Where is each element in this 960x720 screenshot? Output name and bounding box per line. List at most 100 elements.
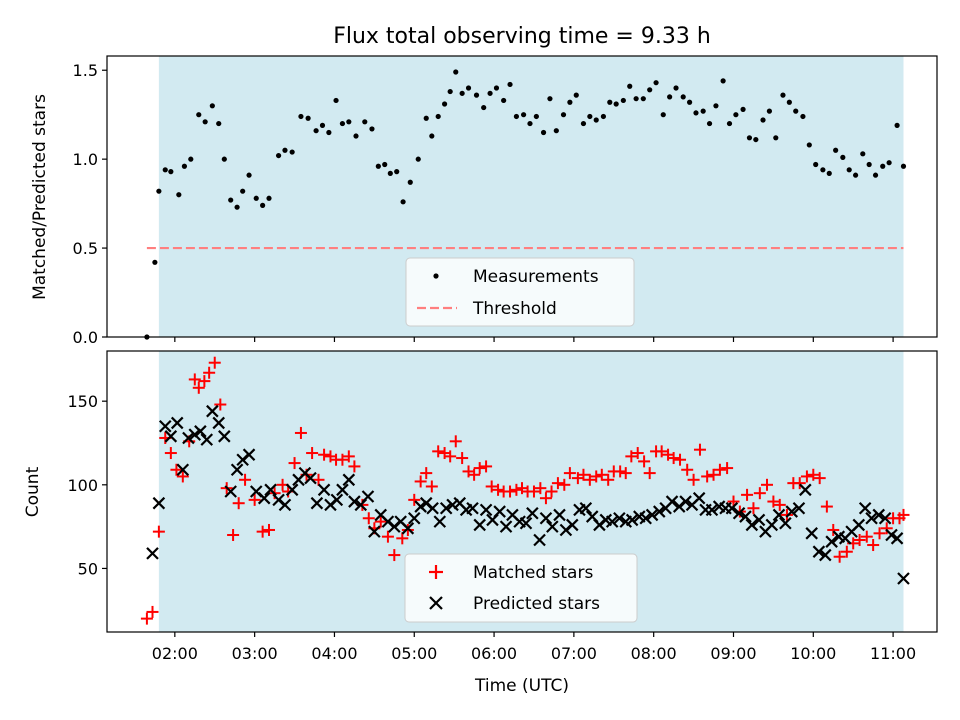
measurement-point xyxy=(640,96,646,102)
predicted-star-point xyxy=(519,517,533,530)
matched-star-point xyxy=(456,452,469,465)
matched-star-point xyxy=(693,443,706,456)
predicted-star-point xyxy=(194,425,207,438)
x-tick-label: 08:00 xyxy=(631,644,677,663)
matched-star-point xyxy=(741,488,754,501)
matched-star-point xyxy=(563,467,576,480)
matched-star-point xyxy=(473,462,486,475)
measurement-point xyxy=(168,169,174,175)
measurement-point xyxy=(786,99,792,105)
measurement-point xyxy=(567,99,573,105)
predicted-star-point xyxy=(342,473,356,487)
predicted-star-point xyxy=(858,501,872,515)
measurement-point xyxy=(234,204,240,210)
measurement-point xyxy=(387,170,393,176)
matched-star-point xyxy=(880,522,893,535)
measurement-point xyxy=(527,120,533,127)
matched-star-point xyxy=(853,534,866,547)
matched-star-point xyxy=(203,366,216,379)
predicted-star-point xyxy=(566,518,579,532)
predicted-star-point xyxy=(264,483,277,497)
measurement-point xyxy=(353,133,359,139)
predicted-star-point xyxy=(692,491,706,505)
measurement-point xyxy=(520,112,527,118)
measurement-point xyxy=(253,195,259,201)
matched-stars-points xyxy=(140,356,910,625)
matched-star-point xyxy=(256,525,269,538)
matched-star-point xyxy=(208,356,221,369)
measurement-point xyxy=(313,128,319,134)
measurement-point xyxy=(720,78,726,84)
measurement-point xyxy=(447,88,453,95)
measurement-point xyxy=(481,104,487,111)
measurement-point xyxy=(513,113,520,120)
measurement-point xyxy=(840,154,846,160)
matched-star-point xyxy=(408,493,421,506)
measurement-point xyxy=(533,113,539,120)
predicted-star-point xyxy=(285,483,299,497)
predicted-star-point xyxy=(779,517,792,530)
matched-star-point xyxy=(793,477,806,490)
measurement-point xyxy=(441,101,448,107)
predicted-star-point xyxy=(785,505,799,518)
measurement-point xyxy=(820,167,826,173)
top-legend-box xyxy=(405,257,635,327)
measurement-point xyxy=(319,122,326,128)
predicted-star-point xyxy=(539,511,553,525)
measurement-point xyxy=(553,128,559,134)
measurement-point xyxy=(156,188,162,194)
measurement-point xyxy=(298,113,304,120)
matched-star-point xyxy=(381,530,394,543)
matched-star-point xyxy=(374,515,387,528)
measurement-point xyxy=(375,163,381,169)
predicted-star-point xyxy=(732,506,746,520)
predicted-star-point xyxy=(146,547,159,560)
measurement-point xyxy=(221,156,227,162)
measurement-point xyxy=(872,172,879,178)
measurement-point xyxy=(400,199,406,205)
measurement-point xyxy=(240,188,246,194)
matched-star-point xyxy=(510,483,523,496)
matched-star-point xyxy=(348,460,361,473)
x-tick-label: 11:00 xyxy=(870,644,916,663)
measurement-point xyxy=(305,115,311,121)
predicted-star-point xyxy=(805,527,818,540)
matched-star-point xyxy=(248,493,261,506)
matched-star-point xyxy=(164,447,177,460)
matched-star-point xyxy=(833,550,846,563)
predicted-star-point xyxy=(665,495,679,508)
matched-star-point xyxy=(492,483,505,496)
measurement-point xyxy=(152,259,158,265)
measurement-point xyxy=(493,85,500,91)
predicted-star-point xyxy=(872,508,886,522)
matched-star-point xyxy=(342,450,355,463)
predicted-star-point xyxy=(188,428,202,441)
predicted-star-point xyxy=(705,503,719,517)
predicted-star-point xyxy=(493,505,506,518)
predicted-star-point xyxy=(725,501,739,515)
predicted-star-point xyxy=(765,518,779,532)
predicted-star-point xyxy=(890,532,904,545)
matched-star-point xyxy=(840,545,853,558)
matched-star-point xyxy=(401,523,414,536)
matched-star-point xyxy=(239,473,252,486)
matched-star-point xyxy=(534,482,547,495)
measurement-point xyxy=(653,80,659,86)
matched-star-point xyxy=(468,468,481,481)
matched-star-point xyxy=(362,512,375,525)
measurement-point xyxy=(473,92,480,98)
matched-star-point xyxy=(432,445,445,458)
y-tick-label: 50 xyxy=(78,559,98,578)
measurement-point xyxy=(465,85,472,91)
predicted-star-point xyxy=(745,518,759,532)
predicted-star-point xyxy=(605,515,619,528)
matched-star-point xyxy=(232,497,245,510)
measurement-point xyxy=(600,113,607,120)
matched-star-point xyxy=(827,523,840,536)
measurement-point xyxy=(339,120,346,127)
matched-star-point xyxy=(485,480,498,493)
measurement-point xyxy=(580,120,587,127)
predicted-star-point xyxy=(579,501,593,515)
predicted-star-point xyxy=(368,525,381,538)
